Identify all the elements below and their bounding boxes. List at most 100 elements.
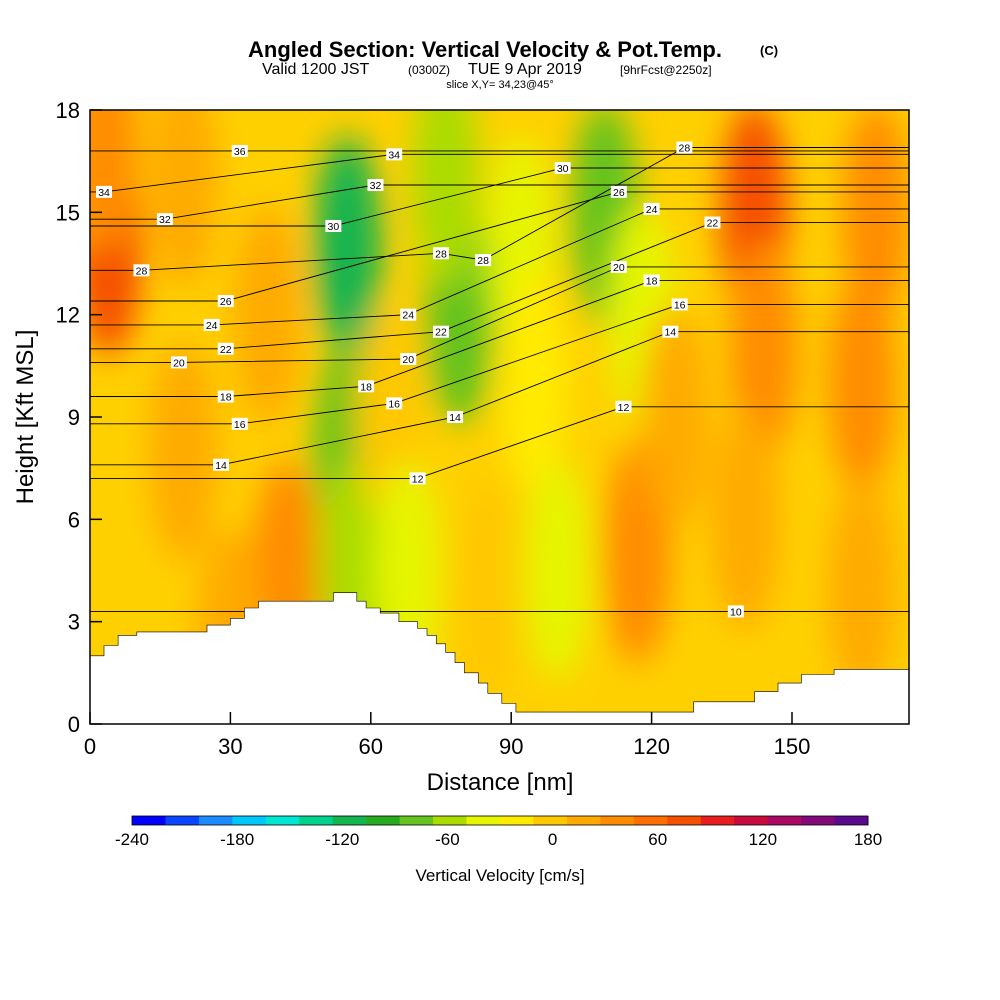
contour-label-bg: [400, 353, 417, 366]
velocity-cell: [524, 460, 592, 681]
colorbar-swatch: [633, 816, 668, 825]
contour-label: 20: [610, 260, 627, 274]
chart-title: Angled Section: Vertical Velocity & Pot.…: [248, 37, 722, 62]
plot-area: 3634322826242220181614343230282824222018…: [90, 110, 909, 724]
y-tick-label: 9: [68, 405, 80, 430]
colorbar-swatch: [600, 816, 635, 825]
contour-label: 32: [156, 213, 173, 226]
contour-label-bg: [217, 390, 234, 403]
y-axis: 0 3 6 9 12 15 18: [56, 98, 102, 737]
contour-label: 20: [170, 356, 187, 369]
y-tick-label: 15: [56, 200, 80, 225]
contour-label: 24: [643, 202, 660, 216]
contour-label-bg: [727, 605, 744, 618]
contour-label-bg: [156, 213, 173, 226]
contour-label-bg: [554, 161, 571, 174]
colorbar-swatch: [332, 816, 367, 825]
contour-label-text: 14: [664, 327, 676, 339]
colorbar-swatch: [700, 816, 735, 825]
contour-label: 14: [447, 411, 464, 424]
y-tick-label: 3: [68, 610, 80, 635]
contour-label-bg: [409, 472, 426, 485]
contour-label-bg: [704, 216, 721, 229]
velocity-cell: [500, 272, 569, 493]
contour-label-bg: [676, 141, 693, 154]
velocity-cell: [233, 204, 302, 425]
contour-label: 30: [325, 219, 342, 233]
colorbar-swatch: [132, 816, 166, 825]
contour-label: 18: [358, 380, 375, 393]
colorbar-tick-label: 0: [548, 830, 557, 849]
contour-label: 24: [203, 318, 220, 332]
subtitle-forecast: [9hrFcst@2250z]: [620, 63, 712, 77]
contour-label-bg: [386, 397, 403, 410]
velocity-cell: [90, 110, 139, 255]
colorbar-tick-label: -120: [325, 830, 359, 849]
colorbar-swatch: [533, 816, 568, 825]
colorbar-swatch: [734, 816, 769, 825]
contour-label-text: 36: [234, 146, 246, 158]
contour-label-text: 32: [159, 214, 171, 226]
contour-label-bg: [643, 274, 660, 287]
colorbar-tick-label: -180: [220, 830, 254, 849]
contour-label: 28: [475, 254, 492, 267]
velocity-cell: [313, 136, 382, 357]
colorbar: -240 -180 -120 -60 0 60 120 180: [115, 815, 882, 849]
contour-label: 16: [671, 298, 688, 311]
contour-label: 26: [610, 185, 627, 199]
contour-label-bg: [217, 295, 234, 308]
colorbar-swatch: [433, 816, 468, 825]
contour-label-text: 10: [730, 606, 742, 618]
contour-label-text: 22: [435, 327, 447, 339]
contour-label: 20: [400, 353, 417, 366]
contour-label-bg: [217, 342, 234, 355]
contour-label-text: 22: [707, 218, 719, 230]
colorbar-swatch: [198, 816, 233, 825]
x-axis-label: Distance [nm]: [427, 769, 574, 796]
contour-label-text: 34: [98, 187, 110, 199]
colorbar-swatch: [500, 816, 534, 825]
contour-label-bg: [203, 318, 220, 331]
contour-label-bg: [133, 264, 150, 277]
contour-label-bg: [400, 308, 417, 321]
x-tick-label: 150: [774, 734, 811, 759]
y-axis-label: Height [Kft MSL]: [12, 330, 39, 505]
y-tick-label: 6: [68, 507, 80, 532]
colorbar-swatch: [232, 816, 267, 825]
slice-label: slice X,Y= 34,23@45°: [446, 79, 554, 91]
contour-label-text: 12: [618, 402, 630, 414]
contour-label: 12: [615, 400, 632, 414]
x-tick-label: 30: [218, 734, 242, 759]
contour-label-text: 32: [370, 180, 382, 192]
contour-label-text: 30: [328, 221, 340, 233]
contour-label-text: 16: [674, 299, 686, 311]
contour-label: 16: [386, 397, 403, 410]
x-axis: 0 30 60 90 120 150: [84, 712, 810, 759]
contour-label: 34: [96, 185, 113, 199]
contour-label-text: 14: [449, 412, 461, 424]
chart-subtitle: Valid 1200 JST (0300Z) TUE 9 Apr 2019 [9…: [262, 61, 712, 78]
colorbar-swatch: [399, 816, 434, 825]
contour-label-text: 24: [402, 310, 414, 322]
velocity-cell: [828, 272, 897, 493]
colorbar-swatch: [801, 816, 836, 825]
contour-labels: 3634322826242220181614343230282824222018…: [96, 141, 744, 618]
contour-label: 18: [217, 390, 234, 404]
x-tick-label: 0: [84, 734, 96, 759]
contour-label: 30: [554, 161, 571, 175]
contour-label-bg: [96, 185, 113, 198]
contour-label-text: 34: [388, 149, 400, 161]
y-tick-label: 12: [56, 303, 80, 328]
contour-label-bg: [610, 185, 627, 198]
contour-label: 24: [400, 308, 417, 322]
velocity-cell: [842, 110, 909, 323]
contour-label-bg: [433, 325, 449, 338]
subtitle-zulu: (0300Z): [408, 63, 450, 77]
subtitle-valid: Valid 1200 JST: [262, 61, 370, 78]
isentrope-line: [90, 147, 909, 271]
contour-label-text: 22: [220, 344, 232, 356]
contour-label-text: 24: [206, 320, 218, 332]
isentrope-line: [90, 406, 909, 479]
colorbar-swatch: [299, 816, 334, 825]
